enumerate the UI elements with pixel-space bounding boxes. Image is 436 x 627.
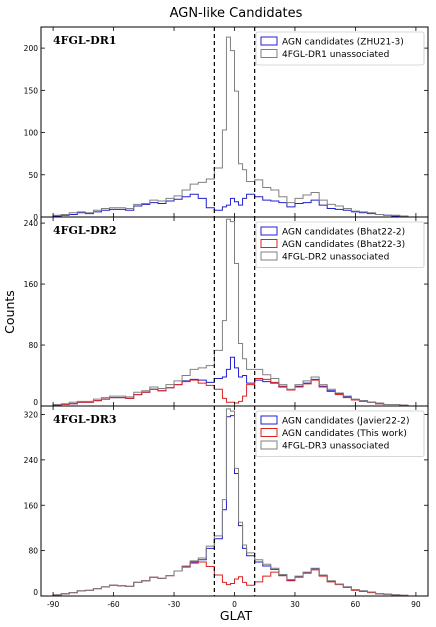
legend-label: 4FGL-DR1 unassociated: [282, 50, 389, 60]
figure-title: AGN-like Candidates: [170, 6, 303, 21]
legend-swatch: [260, 428, 278, 437]
x-tick-label: -60: [107, 600, 119, 609]
legend-box: [255, 31, 425, 66]
panels: 0 50 100 150 200 4FGL-DR1 AGN candidates (ZHU2…: [24, 26, 429, 609]
legend-swatch: [260, 251, 278, 261]
y-tick-label: 240: [24, 456, 39, 465]
legend-label: AGN candidates (This work): [282, 429, 407, 439]
panel-label: 4FGL-DR1: [53, 34, 117, 47]
histogram-series-3: [52, 218, 416, 407]
y-tick-label: 240: [24, 219, 39, 228]
y-tick-label: 0: [33, 213, 38, 222]
y-axis-label: Counts: [2, 290, 17, 334]
legend-swatch: [260, 36, 278, 46]
legend-swatch: [260, 415, 278, 425]
legend-box: [255, 410, 425, 457]
x-tick-label: 90: [411, 600, 421, 609]
legend-label: AGN candidates (ZHU21-3): [282, 38, 404, 48]
y-tick-label: 160: [24, 280, 39, 289]
y-tick-label: 0: [33, 398, 38, 407]
legend-box: [255, 221, 425, 268]
x-tick-label: 0: [232, 600, 237, 609]
legend-label: 4FGL-DR2 unassociated: [282, 253, 389, 263]
panel-label: 4FGL-DR2: [53, 224, 117, 237]
y-tick-label: 160: [24, 501, 39, 510]
legend-label: AGN candidates (Javier22-2): [282, 417, 409, 427]
x-tick-label: 60: [351, 600, 361, 609]
y-tick-label: 320: [24, 411, 39, 420]
y-tick-label: 80: [28, 547, 38, 556]
y-tick-label: 80: [28, 341, 38, 350]
y-tick-label: 150: [24, 86, 39, 95]
legend-label: 4FGL-DR3 unassociated: [282, 442, 389, 452]
x-axis-label: GLAT: [220, 608, 253, 623]
x-tick-label: -30: [168, 600, 180, 609]
legend-swatch: [260, 49, 278, 58]
x-tick-label: 30: [290, 600, 300, 609]
histogram-series-2: [52, 36, 416, 218]
panel-1: 0 50 100 150 200 4FGL-DR1 AGN candidates (ZHU2…: [24, 26, 429, 222]
y-tick-label: 0: [33, 588, 38, 597]
legend-label: AGN candidates (Bhat22-3): [282, 240, 405, 250]
histogram-series-3: [52, 408, 416, 597]
panel-label: 4FGL-DR3: [53, 413, 117, 426]
legend-swatch: [260, 239, 278, 248]
x-tick-label: -90: [47, 600, 59, 609]
histogram-series-2: [52, 378, 416, 407]
y-tick-label: 200: [24, 44, 39, 53]
legend-label: AGN candidates (Bhat22-2): [282, 228, 405, 238]
panel-3: 0 80 160 240 320 -90 -60 -30 0 30 60 90 4FGL-DR3 AGN …: [24, 405, 429, 609]
histogram-series-1: [52, 193, 416, 218]
legend-swatch: [260, 226, 278, 236]
y-tick-label: 50: [28, 171, 38, 180]
y-tick-label: 100: [24, 129, 39, 138]
panel-2: 0 80 160 240 4FGL-DR2 AGN candidates (Bhat22-…: [24, 216, 429, 407]
legend-swatch: [260, 440, 278, 450]
